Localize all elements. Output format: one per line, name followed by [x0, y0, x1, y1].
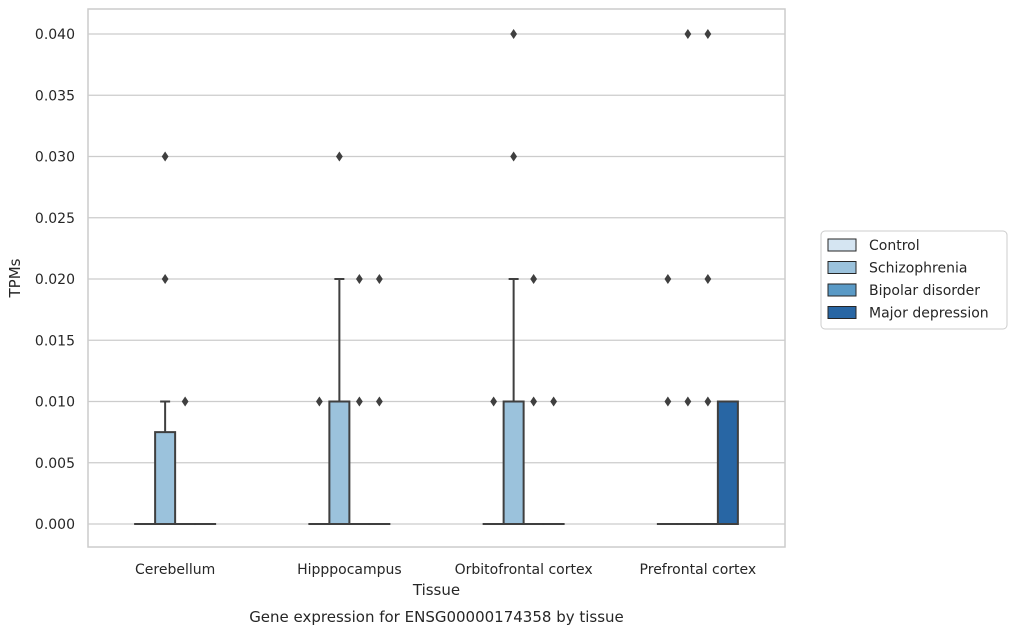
- box-plot: [502, 29, 525, 525]
- outlier-point: [375, 274, 383, 284]
- outlier-point: [530, 396, 538, 407]
- box-plots: [134, 29, 739, 526]
- outlier-point: [490, 396, 498, 407]
- outlier-point: [315, 396, 323, 407]
- legend-swatch: [827, 261, 857, 274]
- y-tick-label: 0.015: [35, 333, 75, 349]
- legend: Control Schizophrenia Bipolar disorder Majo…: [820, 230, 1008, 330]
- legend-label: Control: [869, 238, 920, 254]
- outlier-point: [664, 274, 672, 284]
- legend-frame: [820, 230, 1008, 330]
- plot-frame: [87, 8, 786, 548]
- box-plot: [676, 29, 699, 526]
- outlier-point: [704, 274, 712, 284]
- outlier-point: [704, 29, 712, 39]
- box-plot: [154, 151, 177, 525]
- y-tick-label: 0.000: [35, 517, 75, 533]
- box-plot: [368, 274, 391, 526]
- outlier-point: [375, 396, 383, 407]
- y-tick-label: 0.025: [35, 211, 75, 227]
- grid-lines: [88, 33, 785, 525]
- box: [328, 400, 351, 525]
- box-plot: [716, 400, 739, 525]
- box-plot: [482, 396, 505, 526]
- outlier-point: [335, 151, 343, 162]
- box-plot: [348, 274, 371, 526]
- outlier-point: [355, 274, 363, 284]
- legend-label: Bipolar disorder: [869, 283, 980, 299]
- box: [154, 431, 177, 525]
- outlier-point: [684, 396, 692, 407]
- x-tick-label: Orbitofrontal cortex: [455, 562, 593, 578]
- y-tick-label: 0.010: [35, 395, 75, 411]
- box-plot: [696, 29, 719, 526]
- y-tick-labels: 0.000 0.005 0.010 0.015 0.020 0.025 0.030 0.035…: [35, 27, 75, 533]
- outlier-point: [355, 396, 363, 407]
- chart-caption: Gene expression for ENSG00000174358 by t…: [249, 608, 624, 626]
- outlier-point: [181, 396, 189, 407]
- legend-label: Schizophrenia: [869, 261, 967, 277]
- y-tick-label: 0.035: [35, 88, 75, 104]
- x-tick-label: Prefrontal cortex: [640, 562, 757, 578]
- outlier-point: [684, 29, 692, 39]
- box: [502, 400, 525, 525]
- y-axis-label: TPMs: [6, 258, 24, 298]
- outlier-point: [510, 151, 518, 162]
- x-tick-label: Hipppocampus: [297, 562, 402, 578]
- y-tick-label: 0.030: [35, 150, 75, 166]
- outlier-point: [510, 29, 518, 39]
- box-plot: [522, 274, 545, 526]
- box-plot: [328, 151, 351, 525]
- legend-swatch: [827, 283, 857, 297]
- x-tick-labels: Cerebellum Hipppocampus Orbitofrontal cort…: [135, 562, 756, 578]
- box-plot: [542, 396, 565, 526]
- x-axis-label: Tissue: [412, 581, 460, 599]
- y-tick-label: 0.005: [35, 456, 75, 472]
- y-tick-label: 0.020: [35, 272, 75, 288]
- legend-swatch: [827, 306, 857, 319]
- legend-swatch: [827, 238, 857, 252]
- y-tick-label: 0.040: [35, 27, 75, 43]
- box-plot: [308, 396, 331, 526]
- outlier-point: [550, 396, 558, 407]
- box-plot: [656, 274, 679, 526]
- x-tick-label: Cerebellum: [135, 562, 215, 578]
- outlier-point: [161, 151, 169, 162]
- outlier-point: [704, 396, 712, 407]
- box-plot: [174, 396, 197, 526]
- legend-label: Major depression: [869, 306, 989, 322]
- outlier-point: [161, 274, 169, 284]
- outlier-point: [530, 274, 538, 284]
- outlier-point: [664, 396, 672, 407]
- box: [716, 400, 739, 525]
